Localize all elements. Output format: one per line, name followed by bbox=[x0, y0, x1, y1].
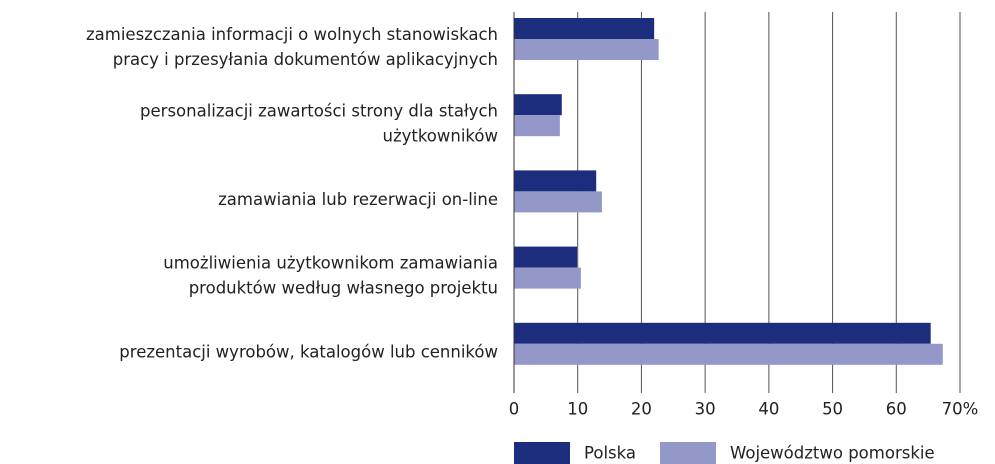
category-label: prezentacji wyrobów, katalogów lub cenni… bbox=[119, 342, 498, 361]
x-tick-label: 50 bbox=[822, 400, 843, 419]
x-tick-label: 10 bbox=[567, 400, 588, 419]
bar bbox=[514, 246, 578, 268]
category-label: zamieszczania informacji o wolnych stano… bbox=[86, 25, 498, 44]
bar bbox=[514, 18, 655, 39]
legend-label: Polska bbox=[584, 444, 636, 463]
bar bbox=[514, 39, 659, 60]
x-tick-label: 0 bbox=[509, 400, 520, 419]
category-label: użytkowników bbox=[382, 126, 498, 145]
legend-swatch bbox=[514, 442, 570, 464]
x-tick-label: 60 bbox=[886, 400, 907, 419]
bar bbox=[514, 267, 581, 289]
x-tick-label: 30 bbox=[695, 400, 716, 419]
category-label: produktów według własnego projektu bbox=[189, 279, 498, 298]
bar bbox=[514, 94, 562, 116]
category-label: zamawiania lub rezerwacji on-line bbox=[218, 190, 498, 209]
x-tick-label: 70% bbox=[942, 400, 979, 419]
x-tick-label: 20 bbox=[631, 400, 652, 419]
bar bbox=[514, 170, 597, 192]
bar bbox=[514, 343, 943, 365]
legend-swatch bbox=[660, 442, 716, 464]
category-label: pracy i przesyłania dokumentów aplikacyj… bbox=[113, 50, 498, 69]
x-tick-label: 40 bbox=[758, 400, 779, 419]
legend-label: Województwo pomorskie bbox=[730, 444, 935, 463]
bar bbox=[514, 115, 560, 137]
category-label: umożliwienia użytkownikom zamawiania bbox=[163, 254, 498, 273]
category-label: personalizacji zawartości strony dla sta… bbox=[140, 101, 498, 120]
bar bbox=[514, 322, 931, 344]
bar bbox=[514, 191, 602, 213]
